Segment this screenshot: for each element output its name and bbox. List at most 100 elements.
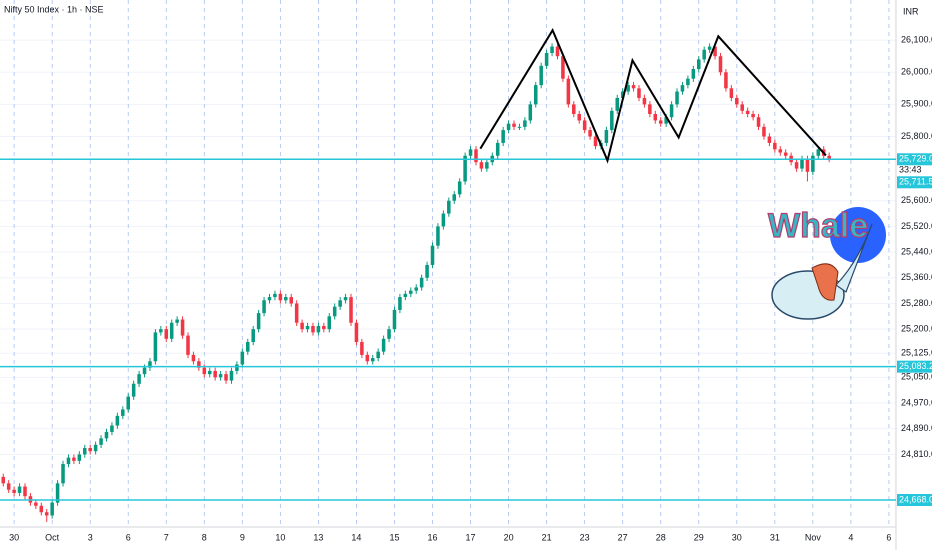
- candle-body: [691, 69, 696, 79]
- currency: INR: [903, 6, 919, 16]
- level-label-box: [897, 360, 932, 373]
- candle-body: [294, 303, 299, 323]
- candle-body: [256, 313, 261, 330]
- candle-body: [707, 46, 712, 50]
- candle-body: [392, 309, 397, 330]
- candle-body: [474, 149, 478, 163]
- x-tick-label: 6: [126, 532, 131, 542]
- y-tick-label: 26,100.00: [901, 35, 932, 45]
- x-tick-label: Oct: [45, 532, 60, 542]
- candle-body: [740, 104, 744, 111]
- candle-body: [430, 245, 435, 265]
- x-tick-label: 3: [88, 532, 93, 542]
- candle-body: [180, 319, 185, 336]
- x-tick-label: 30: [9, 532, 19, 542]
- candle-body: [479, 162, 484, 169]
- x-tick-label: 10: [275, 532, 285, 542]
- x-tick-label: 8: [202, 532, 207, 542]
- candle-body: [343, 297, 348, 301]
- candle-body: [191, 354, 196, 362]
- candle-body: [110, 425, 114, 432]
- x-tick-label: 27: [618, 532, 628, 542]
- candle-body: [724, 72, 728, 89]
- candle-body: [626, 85, 630, 92]
- candle-body: [186, 335, 190, 355]
- y-tick-label: 25,280.00: [901, 298, 932, 308]
- candle-body: [403, 293, 408, 298]
- candle-body: [762, 126, 766, 137]
- candle-body: [713, 46, 717, 57]
- candle-body: [702, 49, 706, 60]
- level-label-box: [897, 153, 932, 166]
- candle-body: [572, 104, 576, 115]
- y-tick-label: 25,200.00: [901, 324, 932, 334]
- candle-body: [637, 88, 641, 98]
- candle-body: [751, 114, 755, 118]
- candle-body: [121, 409, 125, 416]
- candle-body: [224, 374, 228, 381]
- candle-body: [588, 130, 592, 137]
- candle-body: [696, 59, 701, 70]
- candle-body: [756, 117, 761, 127]
- candle-body: [159, 329, 163, 333]
- candle-body: [50, 502, 54, 516]
- candle-body: [153, 332, 158, 362]
- candle-body: [735, 97, 739, 105]
- candle-body: [82, 447, 87, 455]
- candle-body: [512, 123, 516, 127]
- candle-body: [6, 483, 11, 490]
- candle-body: [669, 104, 674, 118]
- candle-body: [169, 322, 174, 339]
- candle-body: [34, 502, 38, 506]
- candle-body: [137, 374, 141, 384]
- candle-body: [555, 46, 560, 57]
- candle-body: [207, 370, 212, 375]
- candle-body: [354, 322, 359, 343]
- logo-tail: [835, 223, 873, 293]
- candle-body: [441, 213, 446, 227]
- y-tick-label: 25,360.00: [901, 272, 932, 282]
- candle-body: [338, 300, 342, 307]
- candle-body: [773, 142, 777, 150]
- candle-body: [1, 476, 6, 484]
- candle-body: [148, 361, 152, 368]
- candle-body: [664, 117, 668, 124]
- candle-body: [582, 120, 587, 131]
- level-label: 25,729.00: [899, 154, 932, 164]
- candle-body: [648, 104, 652, 115]
- candle-body: [533, 85, 538, 105]
- candle-body: [800, 158, 804, 169]
- candle-body: [604, 130, 609, 143]
- x-tick-label: 17: [466, 532, 476, 542]
- candle-body: [289, 297, 294, 304]
- y-tick-label: 25,600.00: [901, 195, 932, 205]
- candle-body: [370, 358, 375, 362]
- candle-body: [218, 374, 223, 378]
- candle-body: [550, 46, 554, 53]
- candle-body: [718, 56, 723, 73]
- level-label: 24,668.05: [899, 494, 932, 504]
- candle-body: [66, 457, 71, 465]
- candle-body: [419, 277, 424, 288]
- candle-body: [501, 130, 505, 143]
- candle-body: [61, 464, 65, 484]
- secondary-price-label: 25,711.50: [899, 177, 932, 187]
- x-tick-label: 29: [694, 532, 704, 542]
- candle-body: [783, 152, 788, 156]
- x-tick-label: 21: [542, 532, 552, 542]
- candle-body: [99, 438, 103, 445]
- candle-body: [658, 120, 663, 124]
- candle-body: [278, 293, 283, 301]
- candle-body: [376, 351, 380, 359]
- secondary-price-box: [897, 176, 932, 189]
- candle-body: [39, 505, 44, 513]
- candle-body: [316, 325, 321, 333]
- candle-body: [229, 370, 234, 381]
- candle-body: [620, 91, 625, 98]
- candle-body: [414, 287, 418, 291]
- candle-body: [273, 293, 277, 298]
- candle-body: [322, 325, 326, 330]
- candle-body: [729, 88, 734, 98]
